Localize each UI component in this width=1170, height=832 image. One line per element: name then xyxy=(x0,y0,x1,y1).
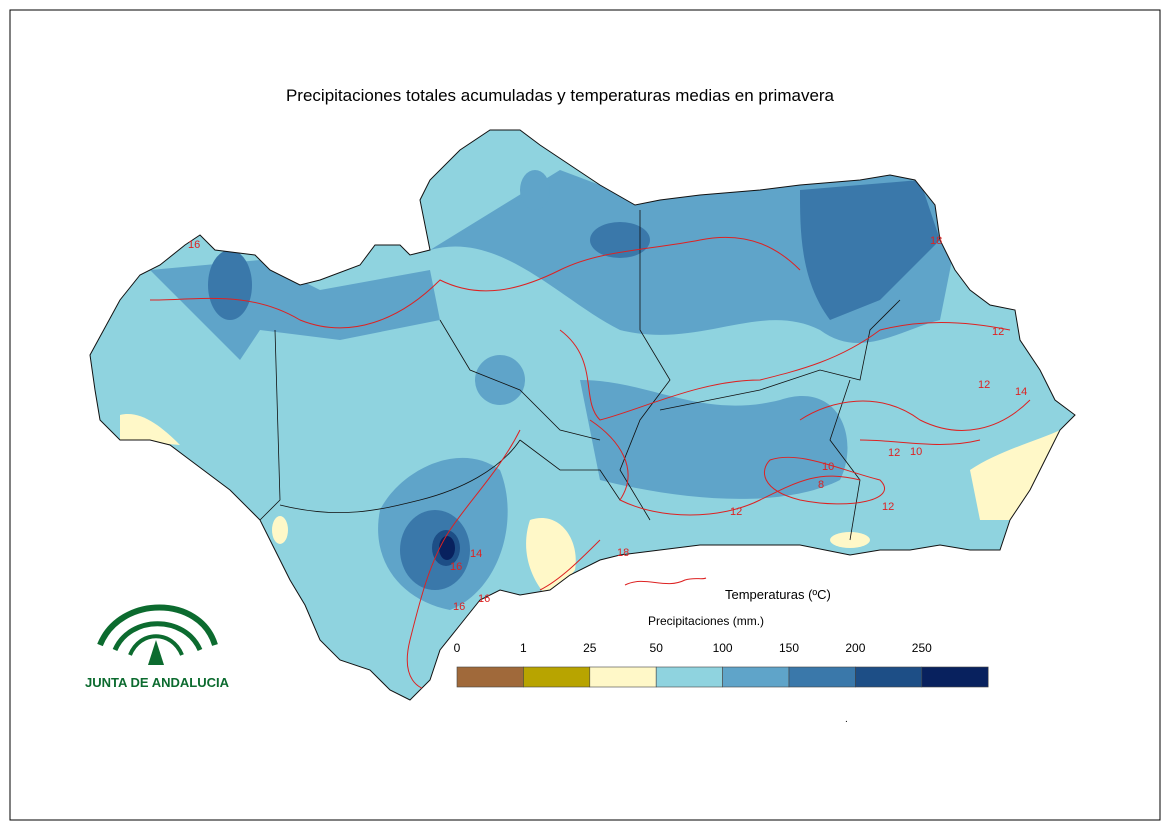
contour-label: 16 xyxy=(188,239,200,251)
scale-break-label: 200 xyxy=(845,641,865,655)
temperature-contours xyxy=(149,236,1031,691)
scale-swatch xyxy=(788,666,856,688)
contour-label: 12 xyxy=(882,501,894,513)
legend: Temperaturas (ºC) Precipitaciones (mm.) … xyxy=(454,577,989,725)
contour-label: 18 xyxy=(617,547,629,559)
logo: JUNTA DE ANDALUCIA xyxy=(85,604,230,690)
scale-break-label: 250 xyxy=(912,641,932,655)
contour-label: 16 xyxy=(450,561,462,573)
contour-label: 10 xyxy=(910,446,922,458)
contour-label: 18 xyxy=(930,235,942,247)
scale-swatch xyxy=(921,666,989,688)
province-borders xyxy=(259,210,901,541)
contour-label: 16 xyxy=(478,593,490,605)
contour-label: 12 xyxy=(978,379,990,391)
temperature-legend-label: Temperaturas (ºC) xyxy=(725,587,831,602)
scale-break-label: 50 xyxy=(650,641,664,655)
contour-label: 16 xyxy=(453,601,465,613)
contour-label: 12 xyxy=(992,326,1004,338)
contour-label: 12 xyxy=(730,506,742,518)
scale-swatch xyxy=(456,666,524,688)
scale-break-label: 1 xyxy=(520,641,527,655)
contour-label: 14 xyxy=(470,548,482,560)
scale-swatch xyxy=(655,666,723,688)
contour-label: 8 xyxy=(818,479,824,491)
scale-break-label: 100 xyxy=(713,641,733,655)
temperature-legend-line xyxy=(624,577,707,586)
precipitation-scale: 0 1 25 50 100 150 200 250 xyxy=(454,641,989,688)
scale-swatch xyxy=(523,666,591,688)
scale-break-label: 0 xyxy=(454,641,461,655)
logo-text: JUNTA DE ANDALUCIA xyxy=(85,675,230,690)
scale-swatch xyxy=(722,666,790,688)
precipitation-legend-label: Precipitaciones (mm.) xyxy=(648,614,764,628)
contour-label: 10 xyxy=(822,461,834,473)
region-map: 16 18 12 14 12 10 8 12 10 12 12 14 16 18… xyxy=(89,129,1076,701)
contour-label: 12 xyxy=(888,447,900,459)
scale-swatch xyxy=(855,666,923,688)
contour-label: 14 xyxy=(1015,386,1027,398)
scale-swatch xyxy=(589,666,657,688)
scale-break-label: 25 xyxy=(583,641,597,655)
frame xyxy=(9,9,1161,821)
dot: . xyxy=(845,714,848,725)
scale-break-label: 150 xyxy=(779,641,799,655)
map-title: Precipitaciones totales acumuladas y tem… xyxy=(286,86,835,105)
contour-labels: 16 18 12 14 12 10 8 12 10 12 12 14 16 18… xyxy=(188,235,1027,613)
